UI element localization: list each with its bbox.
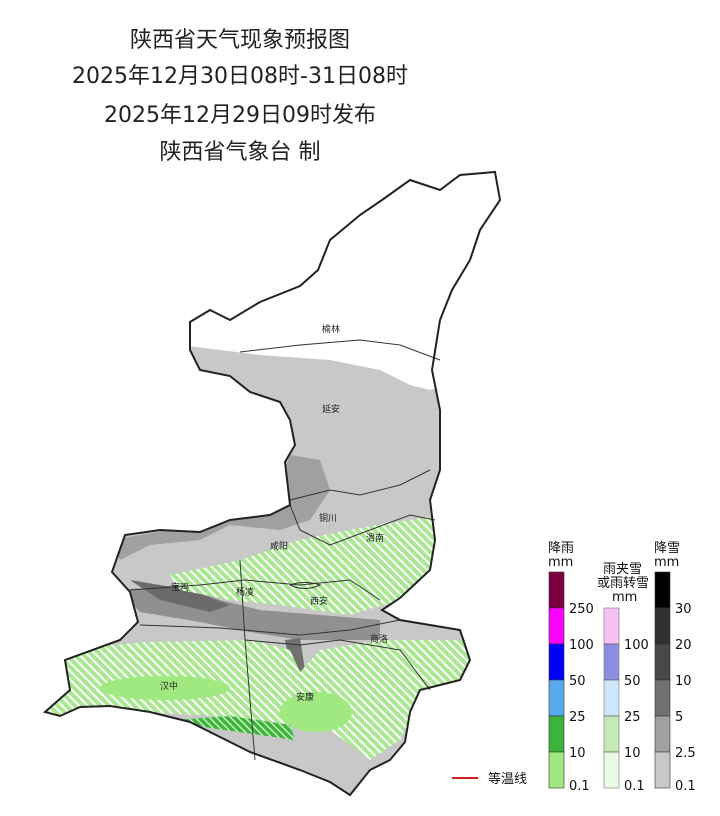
snow-legend-tick: 30 <box>675 602 692 617</box>
rain-legend-title: 降雨 <box>548 541 574 556</box>
city-label: 铜川 <box>319 512 337 524</box>
snow-legend-swatch <box>654 571 671 609</box>
snow-legend-unit: mm <box>654 555 679 570</box>
rain-legend-swatch <box>548 751 565 789</box>
rain-legend-swatch <box>548 715 565 753</box>
rain-legend-tick: 10 <box>569 746 586 761</box>
issuer: 陕西省气象台 制 <box>159 140 321 165</box>
sleet-colorbar: 100 50 25 10 0.1 <box>603 607 649 794</box>
snow-legend-tick: 5 <box>675 710 683 725</box>
snow-legend-tick: 20 <box>675 638 692 653</box>
sleet-legend-swatch <box>603 751 620 789</box>
snow-legend-swatch <box>654 751 671 789</box>
issue-time: 2025年12月29日09时发布 <box>104 103 376 128</box>
rain-colorbar: 250 100 50 25 10 0.1 <box>548 571 594 794</box>
snow-legend-swatch <box>654 607 671 645</box>
snow-legend-swatch <box>654 679 671 717</box>
sleet-legend-title: 雨夹雪 <box>603 562 642 577</box>
city-label: 宝鸡 <box>171 581 189 593</box>
sleet-legend-swatch <box>603 643 620 681</box>
city-label: 渭南 <box>366 532 384 544</box>
rain-legend-tick: 0.1 <box>569 779 590 794</box>
city-labels: 榆林 延安 铜川 咸阳 渭南 宝鸡 杨凌 西安 商洛 汉中 安康 <box>160 323 388 703</box>
snow-legend-title: 降雪 <box>654 541 680 556</box>
sleet-legend-tick: 0.1 <box>624 779 645 794</box>
rain-legend-unit: mm <box>548 555 573 570</box>
rain-legend-swatch <box>548 607 565 645</box>
snow-legend-tick: 0.1 <box>675 779 696 794</box>
sleet-legend-tick: 50 <box>624 674 641 689</box>
city-label: 杨凌 <box>236 586 254 598</box>
city-label: 榆林 <box>322 323 340 335</box>
rain-legend-swatch <box>548 571 565 609</box>
rain-legend-tick: 100 <box>569 638 594 653</box>
rain-legend-swatch <box>548 643 565 681</box>
rain-legend-tick: 25 <box>569 710 586 725</box>
snow-legend-tick: 10 <box>675 674 692 689</box>
rain-legend-tick: 250 <box>569 602 594 617</box>
forecast-period: 2025年12月30日08时-31日08时 <box>72 64 408 89</box>
sleet-legend-tick: 25 <box>624 710 641 725</box>
city-boundaries <box>129 339 441 761</box>
city-label: 西安 <box>310 595 328 607</box>
snow-colorbar: 30 20 10 5 2.5 0.1 <box>654 571 696 794</box>
legend: 等温线 降雨 mm 250 100 50 25 10 0.1 雨夹雪 或雨转雪 mm 10… <box>452 541 696 794</box>
snow-legend-swatch <box>654 715 671 753</box>
rain-legend-swatch <box>548 679 565 717</box>
map-title: 陕西省天气现象预报图 <box>129 28 350 53</box>
city-label: 延安 <box>322 403 340 415</box>
sleet-legend-tick: 10 <box>624 746 641 761</box>
sleet-legend-swatch <box>603 607 620 645</box>
city-label: 咸阳 <box>270 540 288 552</box>
city-label: 商洛 <box>370 633 388 645</box>
rain-legend-tick: 50 <box>569 674 586 689</box>
sleet-legend-subtitle: 或雨转雪 <box>597 576 649 591</box>
city-label: 汉中 <box>160 680 178 692</box>
snow-legend-swatch <box>654 643 671 681</box>
sleet-legend-unit: mm <box>612 590 637 605</box>
sleet-legend-tick: 100 <box>624 638 649 653</box>
city-label: 安康 <box>296 691 314 703</box>
sleet-legend-swatch <box>603 715 620 753</box>
sleet-legend-swatch <box>603 679 620 717</box>
snow-legend-tick: 2.5 <box>675 746 696 761</box>
isotherm-label: 等温线 <box>488 771 527 787</box>
